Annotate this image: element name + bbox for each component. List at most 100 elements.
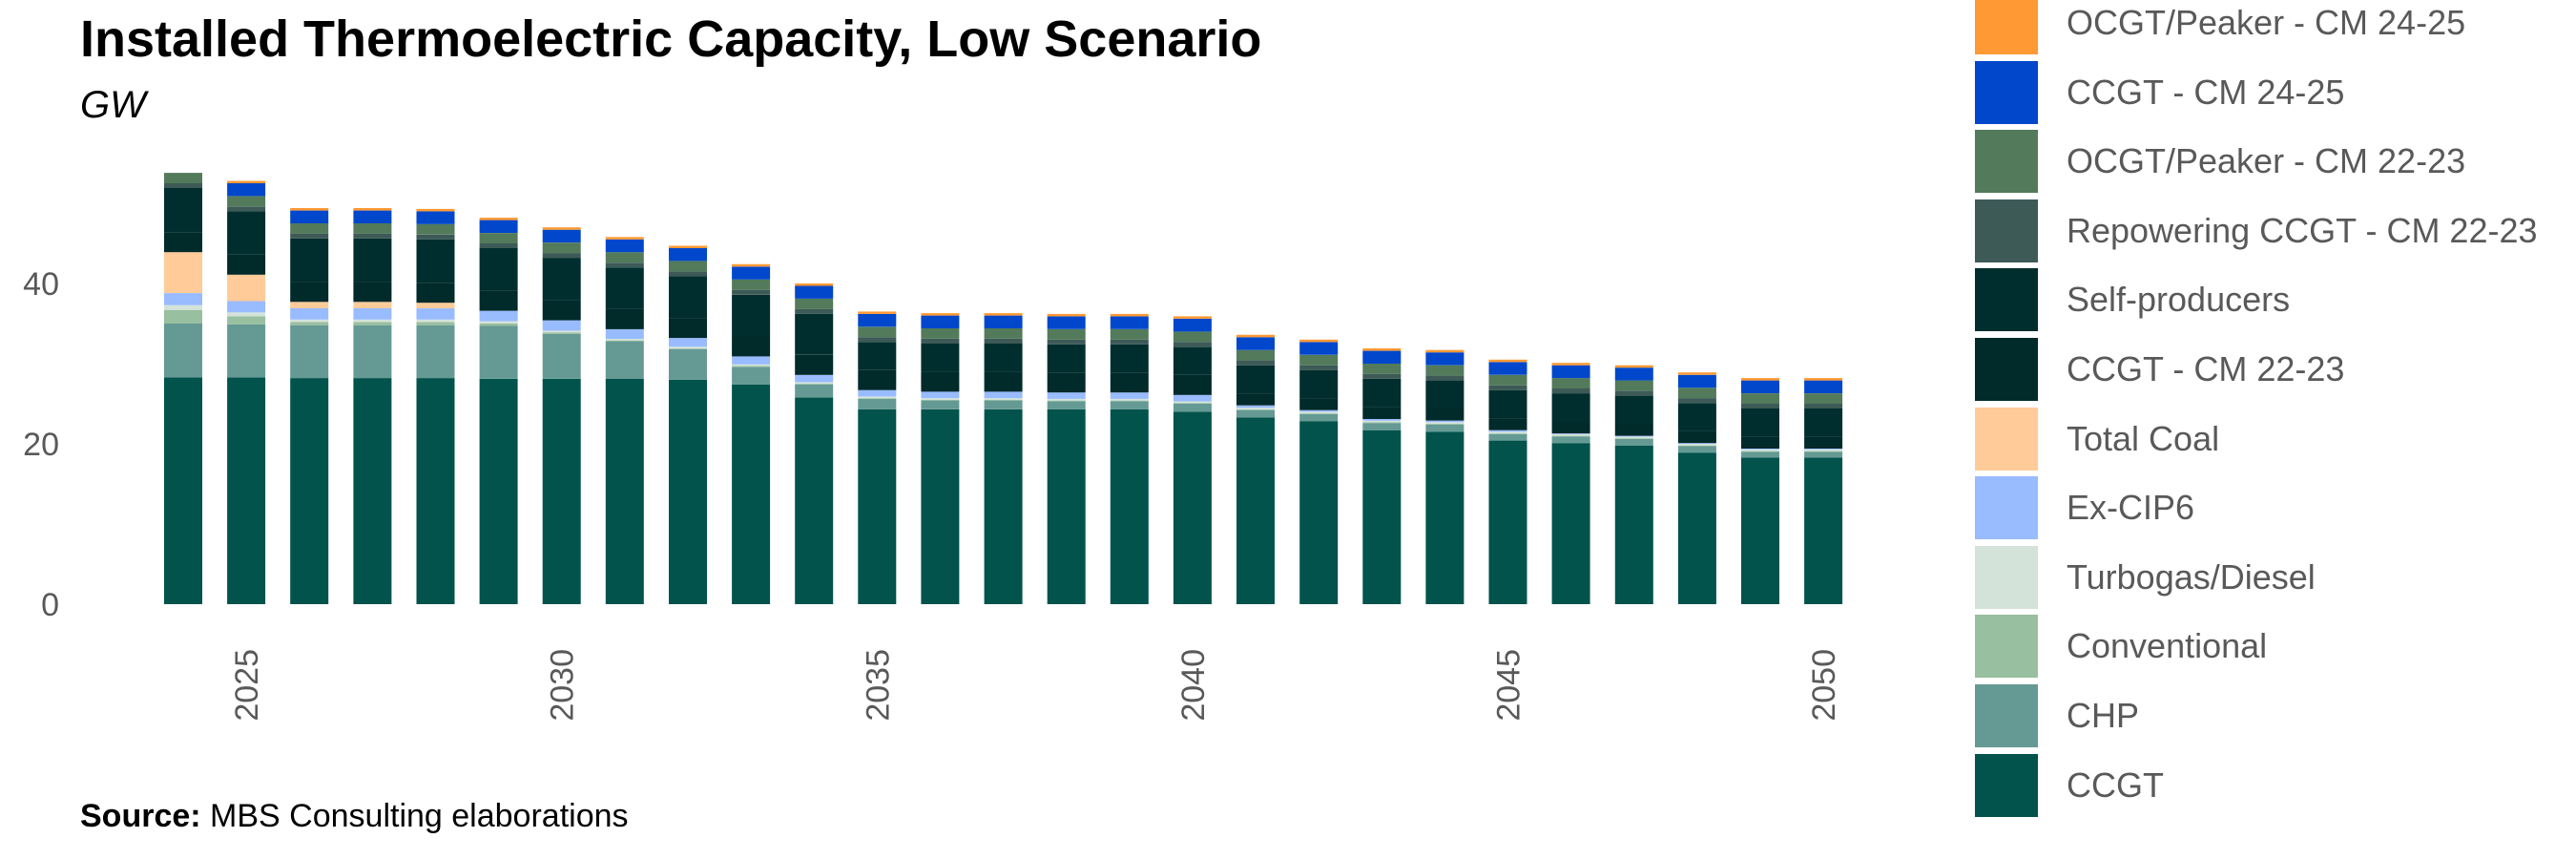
bar-conventional-2024 bbox=[164, 309, 202, 324]
bar-ocgt-peaker-cm-22-23-2050 bbox=[1804, 393, 1843, 404]
legend-label-ex-cip6: Ex-CIP6 bbox=[2067, 488, 2195, 528]
x-tick-label-2050: 2050 bbox=[1806, 649, 1842, 722]
bar-conventional-2043 bbox=[1362, 422, 1402, 424]
bar-turbogas-diesel-2024 bbox=[164, 304, 202, 310]
bar-turbogas-diesel-2043 bbox=[1362, 420, 1402, 423]
legend-item-self-producers: Self-producers bbox=[1975, 268, 2576, 333]
legend-label-turbogas-diesel: Turbogas/Diesel bbox=[2067, 556, 2316, 597]
bar-self-producers-2040 bbox=[1173, 346, 1212, 375]
bar-ccgt-cm-22-23-2045 bbox=[1488, 418, 1527, 430]
bar-ccgt-2024 bbox=[164, 377, 202, 604]
bar-turbogas-diesel-2040 bbox=[1173, 401, 1212, 404]
bar-stack-2037 bbox=[984, 313, 1023, 604]
bar-ccgt-cm-24-25-2031 bbox=[605, 239, 644, 253]
bar-ocgt-peaker-cm-22-23-2029 bbox=[479, 233, 518, 243]
bar-ccgt-cm-22-23-2034 bbox=[795, 354, 834, 375]
bar-self-producers-2027 bbox=[353, 239, 392, 283]
bar-stack-2049 bbox=[1741, 378, 1779, 604]
bar-ccgt-cm-24-25-2036 bbox=[921, 315, 960, 328]
bar-conventional-2034 bbox=[795, 384, 834, 385]
bar-ccgt-cm-24-25-2027 bbox=[353, 210, 392, 223]
bar-chp-2040 bbox=[1173, 404, 1212, 412]
bar-stack-2032 bbox=[669, 245, 707, 604]
bar-repowering-ccgt-cm-22-23-2037 bbox=[984, 339, 1023, 344]
bar-ex-cip6-2030 bbox=[542, 320, 581, 331]
bar-ex-cip6-2025 bbox=[227, 301, 266, 313]
bar-ccgt-2025 bbox=[227, 377, 266, 604]
bar-self-producers-2025 bbox=[227, 211, 266, 255]
bar-ocgt-peaker-cm-24-25-2031 bbox=[605, 237, 644, 240]
bar-chp-2045 bbox=[1488, 433, 1527, 441]
bar-turbogas-diesel-2025 bbox=[227, 312, 266, 317]
bar-ex-cip6-2026 bbox=[290, 308, 329, 320]
bar-chp-2050 bbox=[1804, 451, 1843, 458]
legend-label-ccgt-cm-24-25: CCGT - CM 24-25 bbox=[2067, 72, 2345, 112]
bar-stack-2038 bbox=[1047, 313, 1086, 604]
bar-ocgt-peaker-cm-24-25-2042 bbox=[1299, 339, 1339, 343]
bar-conventional-2029 bbox=[479, 324, 518, 326]
bar-ocgt-peaker-cm-22-23-2039 bbox=[1110, 328, 1149, 340]
legend-item-total-coal: Total Coal bbox=[1975, 407, 2576, 472]
legend-item-repowering-ccgt-cm-22-23: Repowering CCGT - CM 22-23 bbox=[1975, 199, 2576, 264]
x-tick-label-2035: 2035 bbox=[860, 649, 896, 722]
bar-chp-2030 bbox=[542, 333, 581, 379]
bar-ex-cip6-2037 bbox=[984, 391, 1023, 399]
bar-stack-2039 bbox=[1110, 313, 1149, 604]
bar-ocgt-peaker-cm-22-23-2049 bbox=[1741, 393, 1779, 404]
bar-ccgt-2040 bbox=[1173, 411, 1212, 604]
bar-ocgt-peaker-cm-22-23-2031 bbox=[605, 252, 644, 263]
bar-self-producers-2037 bbox=[984, 344, 1023, 372]
bar-ccgt-cm-24-25-2044 bbox=[1425, 352, 1465, 366]
bar-chp-2049 bbox=[1741, 451, 1779, 458]
bar-ocgt-peaker-cm-22-23-2042 bbox=[1299, 354, 1339, 366]
bar-ccgt-2028 bbox=[416, 378, 455, 604]
bar-conventional-2044 bbox=[1425, 424, 1465, 425]
bar-ocgt-peaker-cm-22-23-2026 bbox=[290, 223, 329, 234]
bar-conventional-2038 bbox=[1047, 400, 1086, 402]
legend-swatch-conventional bbox=[1975, 615, 2038, 679]
bar-ccgt-cm-22-23-2040 bbox=[1173, 374, 1212, 395]
bar-self-producers-2036 bbox=[921, 344, 960, 372]
bar-ccgt-cm-22-23-2049 bbox=[1741, 436, 1779, 449]
bar-ex-cip6-2043 bbox=[1362, 419, 1402, 421]
bar-ccgt-2030 bbox=[542, 379, 581, 604]
legend-label-conventional: Conventional bbox=[2067, 626, 2268, 666]
legend-label-total-coal: Total Coal bbox=[2067, 418, 2220, 458]
bar-self-producers-2035 bbox=[858, 342, 897, 370]
bar-turbogas-diesel-2036 bbox=[921, 398, 960, 400]
bar-stack-2024 bbox=[164, 173, 202, 604]
legend-label-repowering-ccgt-cm-22-23: Repowering CCGT - CM 22-23 bbox=[2067, 210, 2538, 250]
chart-subtitle: GW bbox=[80, 84, 146, 126]
bar-ocgt-peaker-cm-24-25-2026 bbox=[290, 208, 329, 211]
bar-conventional-2040 bbox=[1173, 403, 1212, 404]
bar-turbogas-diesel-2044 bbox=[1425, 422, 1465, 424]
bar-ccgt-cm-22-23-2039 bbox=[1110, 372, 1149, 393]
bar-ccgt-cm-22-23-2042 bbox=[1299, 398, 1339, 410]
bar-ccgt-cm-24-25-2049 bbox=[1741, 380, 1779, 393]
legend-item-ocgt-peaker-cm-24-25: OCGT/Peaker - CM 24-25 bbox=[1975, 0, 2576, 56]
bar-ccgt-cm-22-23-2033 bbox=[732, 336, 771, 357]
bar-chp-2036 bbox=[921, 400, 960, 409]
legend-item-turbogas-diesel: Turbogas/Diesel bbox=[1975, 545, 2576, 611]
bar-ccgt-2029 bbox=[479, 379, 518, 604]
bar-stack-2033 bbox=[732, 263, 771, 604]
bar-ocgt-peaker-cm-24-25-2045 bbox=[1488, 359, 1527, 363]
legend-swatch-ocgt-peaker-cm-24-25 bbox=[1975, 0, 2038, 54]
bar-ccgt-cm-24-25-2042 bbox=[1299, 342, 1339, 355]
bar-ocgt-peaker-cm-22-23-2047 bbox=[1614, 380, 1653, 391]
bar-stack-2029 bbox=[479, 218, 518, 604]
legend-swatch-repowering-ccgt-cm-22-23 bbox=[1975, 199, 2038, 262]
bar-stack-2046 bbox=[1551, 363, 1590, 604]
bar-stack-2040 bbox=[1173, 316, 1212, 604]
bar-ccgt-cm-24-25-2040 bbox=[1173, 319, 1212, 332]
bar-chp-2026 bbox=[290, 325, 329, 379]
bar-self-producers-2045 bbox=[1488, 389, 1527, 419]
bar-ccgt-cm-22-23-2030 bbox=[542, 300, 581, 321]
bar-ccgt-2034 bbox=[795, 397, 834, 604]
bar-ccgt-cm-22-23-2036 bbox=[921, 371, 960, 392]
bar-ccgt-2042 bbox=[1299, 421, 1339, 604]
bar-self-producers-2039 bbox=[1110, 344, 1149, 373]
bar-repowering-ccgt-cm-22-23-2039 bbox=[1110, 339, 1149, 345]
bar-turbogas-diesel-2032 bbox=[669, 346, 707, 349]
bar-conventional-2042 bbox=[1299, 413, 1339, 414]
